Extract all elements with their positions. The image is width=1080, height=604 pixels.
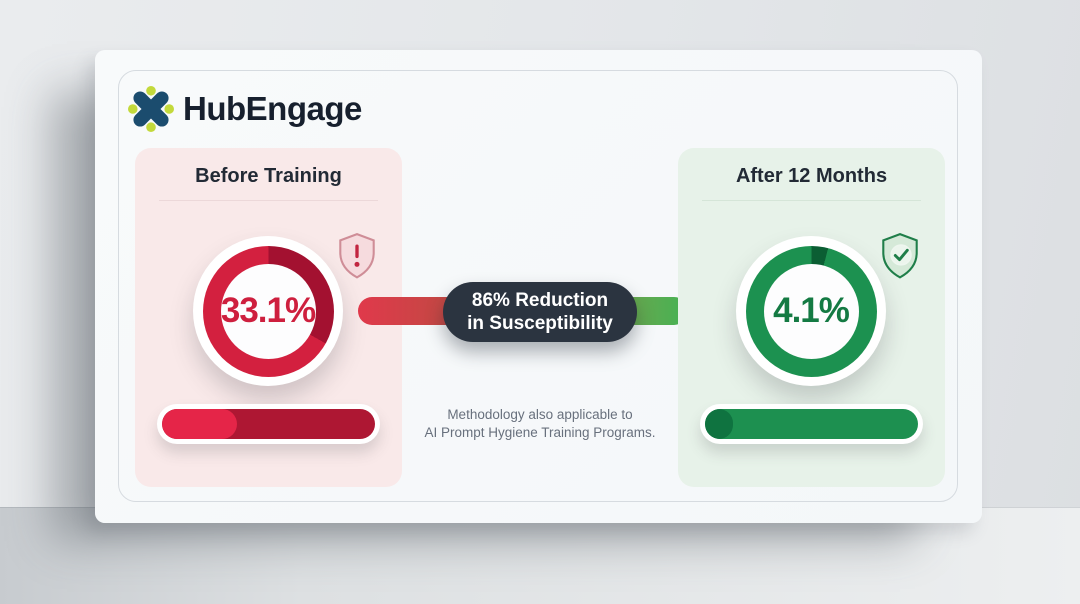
donut-hole: 4.1% [763,263,859,359]
floor [0,507,1080,604]
progress-bar-after [700,404,923,444]
gauge-after: 4.1% [736,236,886,386]
reduction-badge: 86% Reduction in Susceptibility [443,282,637,342]
progress-bar-before [157,404,380,444]
brand-logo: HubEngage [128,86,362,132]
title-divider [159,200,378,201]
progress-fill [162,409,237,439]
hubengage-x-icon [128,86,174,132]
badge-line-2: in Susceptibility [467,313,613,334]
footnote-line-1: Methodology also applicable to [447,407,633,422]
footnote: Methodology also applicable to AI Prompt… [402,406,678,441]
after-12-months-panel: After 12 Months 4.1% [678,148,945,487]
before-training-panel: Before Training 33.1% [135,148,402,487]
poster-card: HubEngage Before Training 33.1% 86% Redu… [95,50,982,523]
badge-line-1: 86% Reduction [471,289,609,311]
gauge-value-after: 4.1% [773,291,850,330]
gauge-value-before: 33.1% [220,291,316,330]
gauge-before: 33.1% [193,236,343,386]
progress-fill [705,409,733,439]
brand-name: HubEngage [183,90,362,127]
title-divider [702,200,921,201]
warning-shield-icon [339,232,375,279]
donut-hole: 33.1% [220,263,316,359]
check-shield-icon [882,232,918,279]
donut-ring-after: 4.1% [745,245,877,377]
panel-title-before: Before Training [195,165,342,187]
panel-title-after: After 12 Months [735,165,888,187]
progress-track [162,409,375,439]
footnote-line-2: AI Prompt Hygiene Training Programs. [424,424,656,440]
progress-track [705,409,918,439]
donut-ring-before: 33.1% [202,245,334,377]
